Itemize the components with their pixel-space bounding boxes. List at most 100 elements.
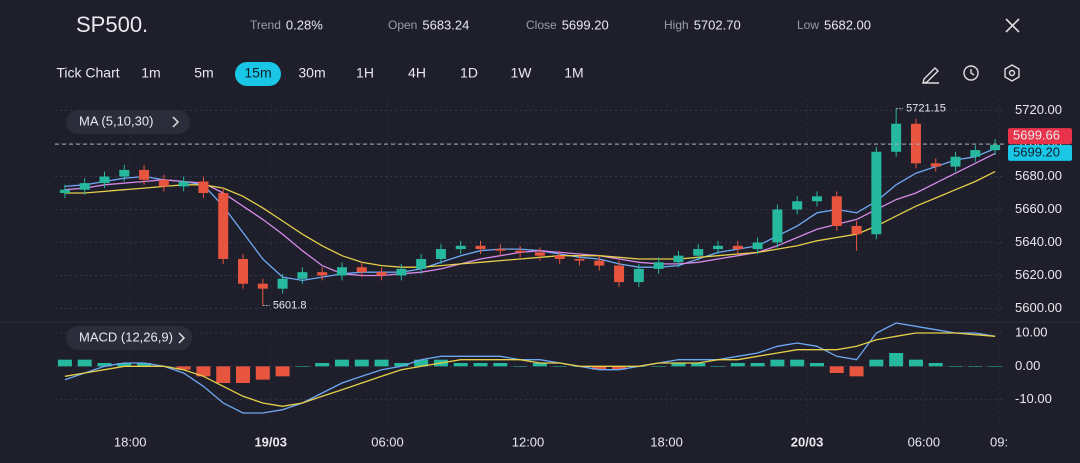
active-pill <box>235 62 281 86</box>
macd-bar <box>671 363 686 367</box>
stats: Trend 0.28% Open 5683.24 Close 5699.20 High 570… <box>250 17 871 32</box>
timeframe-button[interactable]: 15m <box>244 65 271 81</box>
y2-tick-label: 10.00 <box>1015 324 1048 339</box>
macd-bar <box>908 359 923 367</box>
macd-bar <box>275 366 290 377</box>
y-tick-label: 5680.00 <box>1015 168 1062 183</box>
timeframe-button[interactable]: 1W <box>511 65 533 81</box>
candle-body <box>930 163 941 167</box>
low-annotation: 5601.8 <box>273 299 307 311</box>
ma-line <box>64 171 996 268</box>
timeframe-button[interactable]: Tick Chart <box>56 65 119 81</box>
macd-bar <box>809 363 824 367</box>
candle-body <box>752 242 763 250</box>
symbol: SP500. <box>76 12 148 37</box>
price-marker <box>1008 144 1072 161</box>
ma-pill[interactable]: MA (5,10,30) <box>66 110 190 134</box>
macd-bar <box>750 363 765 367</box>
x-tick-label: 09: <box>990 434 1008 449</box>
timeframe-button[interactable]: 1D <box>460 65 478 81</box>
candle-body <box>792 201 803 210</box>
candle-body <box>614 265 625 283</box>
candle-body <box>139 169 150 180</box>
macd-bar <box>236 366 251 383</box>
settings-icon[interactable] <box>1004 64 1020 82</box>
price-marker-label: 5699.20 <box>1013 144 1060 159</box>
candle-body <box>891 123 902 152</box>
candle-body <box>99 176 110 184</box>
candle-body <box>178 181 189 187</box>
macd-pill[interactable]: MACD (12,26,9) <box>66 326 192 350</box>
timeframe-button[interactable]: 1m <box>141 65 160 81</box>
macd-bar <box>295 366 310 367</box>
candle-body <box>732 245 743 250</box>
y-tick-label: 5660.00 <box>1015 201 1062 216</box>
x-tick-label: 06:00 <box>371 434 404 449</box>
candle-body <box>495 249 506 251</box>
candle-body <box>594 260 605 266</box>
y2-tick-label: -10.00 <box>1015 391 1052 406</box>
draw-icon[interactable] <box>922 67 939 84</box>
stat-value: 0.28% <box>286 17 323 32</box>
macd-bar <box>928 363 943 367</box>
macd-bar <box>334 359 349 367</box>
candle-body <box>910 123 921 164</box>
candle-body <box>79 183 90 190</box>
timeframe-button[interactable]: 4H <box>408 65 426 81</box>
y-tick-label: 5600.00 <box>1015 300 1062 315</box>
candle-body <box>238 258 249 284</box>
candle-body <box>356 267 367 273</box>
plot: 18:00 19/03 06:00 12:00 18:00 20/03 06:00 09: 56… <box>0 99 1080 449</box>
timeframe-button[interactable]: 30m <box>298 65 325 81</box>
candle-body <box>713 245 724 250</box>
stat-name: Close <box>526 18 557 32</box>
candle-body <box>653 262 664 269</box>
y-tick-label: 5640.00 <box>1015 234 1062 249</box>
stat-name: Low <box>797 18 819 32</box>
macd-bar <box>315 363 330 367</box>
candle-body <box>218 193 229 259</box>
candle-body <box>257 283 268 289</box>
candle-body <box>475 245 486 250</box>
macd-bar <box>829 366 844 373</box>
price-marker <box>1008 128 1072 145</box>
stat-name: High <box>664 18 689 32</box>
macd-bar <box>137 363 152 367</box>
y2-tick-label: 0.00 <box>1015 358 1040 373</box>
candle-body <box>416 258 427 269</box>
timeframe-button[interactable]: 5m <box>194 65 213 81</box>
macd-bar <box>473 363 488 367</box>
candle-body <box>277 278 288 289</box>
candle-body <box>534 252 545 256</box>
macd-bar <box>691 363 706 367</box>
stat-value: 5702.70 <box>694 17 741 32</box>
macd-bar <box>117 363 132 367</box>
candle-body <box>59 189 70 194</box>
candle-body <box>435 249 446 259</box>
x-tick-label: 18:00 <box>114 434 147 449</box>
history-icon[interactable] <box>963 65 979 81</box>
macd-bar <box>196 366 211 377</box>
timeframe-button[interactable]: 1H <box>356 65 374 81</box>
x-tick-label: 12:00 <box>512 434 545 449</box>
candle-body <box>950 156 961 167</box>
close-button[interactable] <box>1005 18 1020 33</box>
macd-bar <box>513 366 528 367</box>
macd-label: MACD (12,26,9) <box>79 329 173 344</box>
candle-body <box>871 151 882 235</box>
candle-body <box>772 209 783 243</box>
macd-bar <box>176 366 191 370</box>
macd-bar <box>849 366 864 377</box>
candle-body <box>990 144 1001 151</box>
candle-body <box>574 258 585 261</box>
toolbar: Tick Chart 1m 5m 15m 30m 1H 4H 1D 1W 1M <box>56 62 584 86</box>
stat-name: Open <box>388 18 417 32</box>
macd-bar <box>493 363 508 367</box>
candle-body <box>158 179 169 187</box>
candle-body <box>119 169 130 177</box>
timeframe-button[interactable]: 1M <box>564 65 583 81</box>
macd-bar <box>216 366 231 383</box>
macd-bar <box>552 366 567 367</box>
macd-bar <box>869 359 884 367</box>
